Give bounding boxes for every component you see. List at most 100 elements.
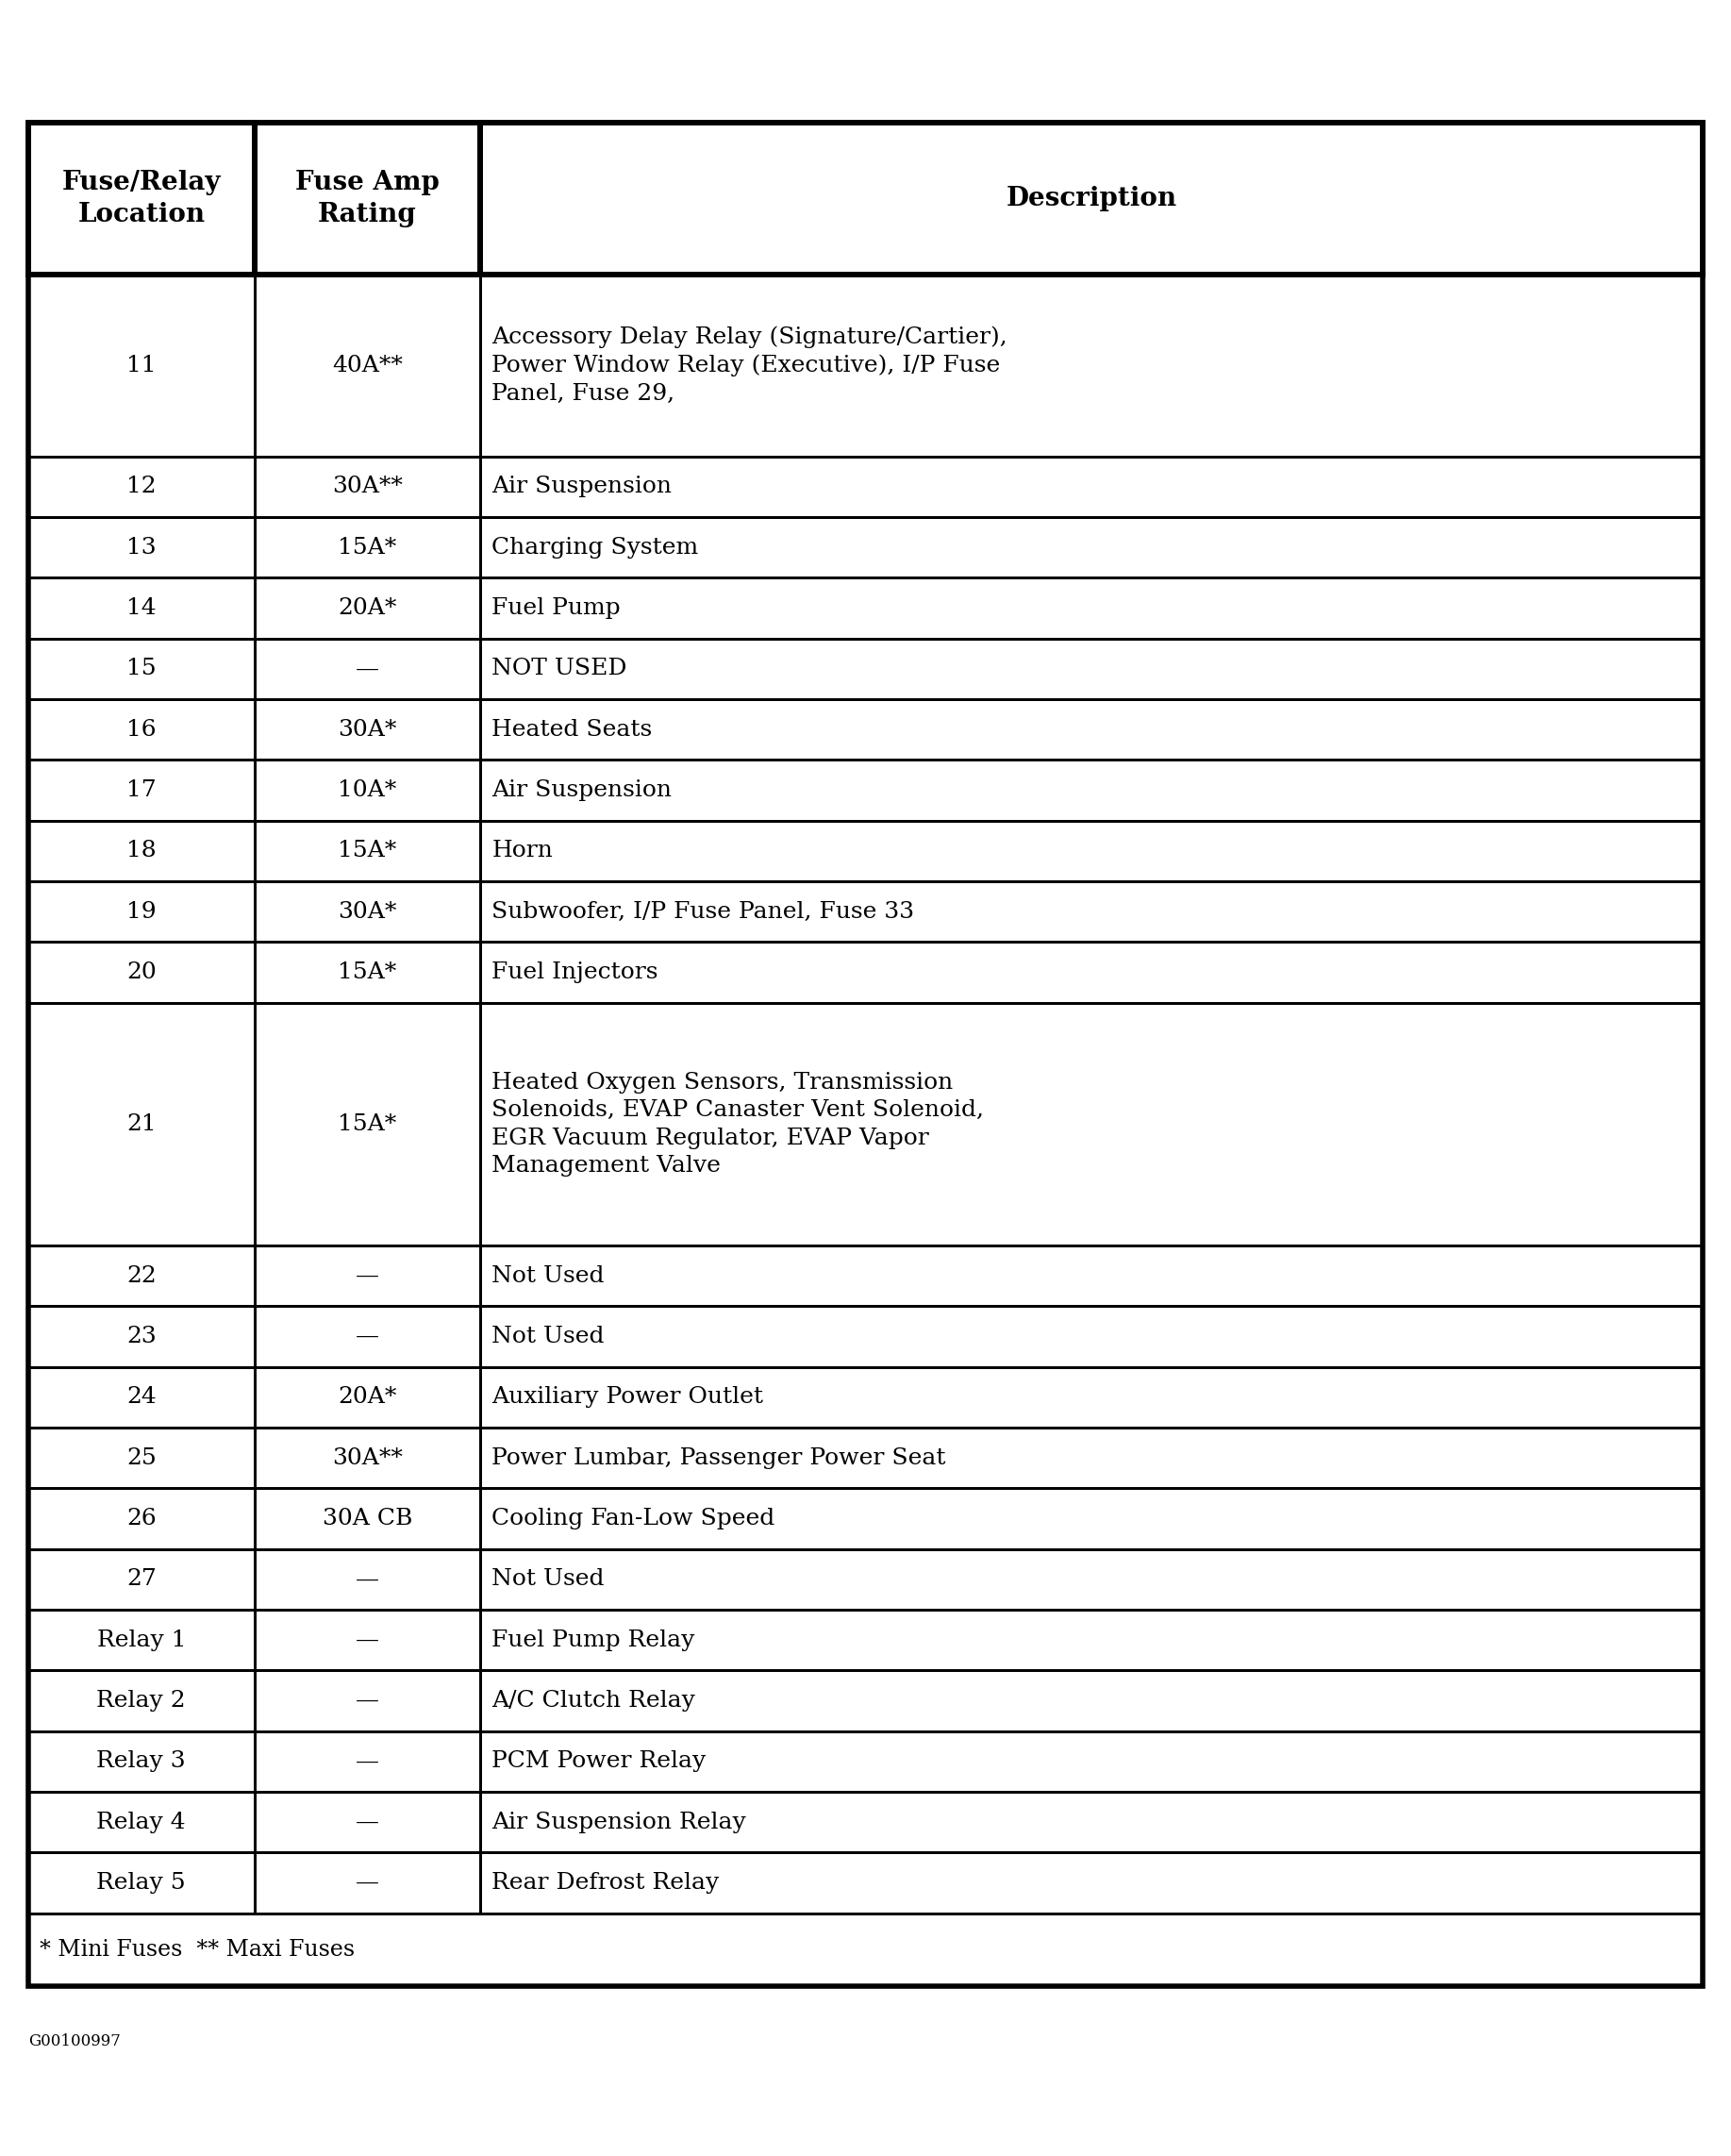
Text: —: — xyxy=(355,1751,379,1772)
Bar xyxy=(28,123,254,274)
Bar xyxy=(481,638,1703,699)
Bar xyxy=(481,1550,1703,1611)
Bar xyxy=(481,1246,1703,1307)
Bar xyxy=(28,1852,254,1912)
Bar xyxy=(481,1671,1703,1731)
Text: 19: 19 xyxy=(126,901,156,923)
Text: 15A*: 15A* xyxy=(338,962,396,983)
Text: 12: 12 xyxy=(126,476,156,498)
Bar xyxy=(254,1367,481,1427)
Text: Not Used: Not Used xyxy=(492,1326,604,1348)
Text: Power Lumbar, Passenger Power Seat: Power Lumbar, Passenger Power Seat xyxy=(492,1447,945,1468)
Text: 30A CB: 30A CB xyxy=(322,1507,412,1529)
Text: 27: 27 xyxy=(126,1570,156,1591)
Bar xyxy=(254,1550,481,1611)
Text: 14: 14 xyxy=(126,597,156,619)
Text: —: — xyxy=(355,1266,379,1287)
Text: —: — xyxy=(355,658,379,679)
Bar xyxy=(481,699,1703,761)
Bar xyxy=(481,1731,1703,1792)
Text: Cooling Fan-Low Speed: Cooling Fan-Low Speed xyxy=(492,1507,775,1529)
Bar xyxy=(28,699,254,761)
Text: —: — xyxy=(355,1570,379,1591)
Text: Auxiliary Power Outlet: Auxiliary Power Outlet xyxy=(492,1386,763,1408)
Text: 20A*: 20A* xyxy=(338,597,396,619)
Bar xyxy=(28,517,254,578)
Text: Relay 4: Relay 4 xyxy=(97,1811,185,1833)
Bar xyxy=(254,942,481,1003)
Bar xyxy=(254,1671,481,1731)
Bar xyxy=(481,882,1703,942)
Text: 15A*: 15A* xyxy=(338,1112,396,1134)
Text: Fuel Pump: Fuel Pump xyxy=(492,597,621,619)
Bar xyxy=(481,1792,1703,1852)
Text: Air Suspension: Air Suspension xyxy=(492,780,672,802)
Text: 21: 21 xyxy=(126,1112,156,1134)
Text: 22: 22 xyxy=(126,1266,156,1287)
Text: Rear Defrost Relay: Rear Defrost Relay xyxy=(492,1871,720,1893)
Text: Relay 1: Relay 1 xyxy=(97,1630,185,1651)
Bar xyxy=(28,882,254,942)
Text: 24: 24 xyxy=(126,1386,156,1408)
Text: G00100997: G00100997 xyxy=(28,2033,121,2050)
Text: 30A*: 30A* xyxy=(338,718,396,740)
Text: Air Suspension Relay: Air Suspension Relay xyxy=(492,1811,746,1833)
Text: Relay 3: Relay 3 xyxy=(97,1751,185,1772)
Text: 16: 16 xyxy=(126,718,156,740)
Bar xyxy=(254,1488,481,1550)
Bar xyxy=(254,1307,481,1367)
Text: 15A*: 15A* xyxy=(338,841,396,862)
Bar xyxy=(254,699,481,761)
Text: Subwoofer, I/P Fuse Panel, Fuse 33: Subwoofer, I/P Fuse Panel, Fuse 33 xyxy=(492,901,914,923)
Bar xyxy=(28,1671,254,1731)
Bar xyxy=(481,821,1703,882)
Bar xyxy=(481,123,1703,274)
Bar xyxy=(254,274,481,457)
Text: Fuel Injectors: Fuel Injectors xyxy=(492,962,658,983)
Text: 30A*: 30A* xyxy=(338,901,396,923)
Bar xyxy=(28,1912,1703,1986)
Bar xyxy=(28,1367,254,1427)
Text: Fuse Amp
Rating: Fuse Amp Rating xyxy=(296,170,440,229)
Text: A/C Clutch Relay: A/C Clutch Relay xyxy=(492,1690,696,1712)
Bar xyxy=(254,1003,481,1246)
Text: Relay 5: Relay 5 xyxy=(97,1871,185,1893)
Bar xyxy=(481,1003,1703,1246)
Bar xyxy=(254,761,481,821)
Bar xyxy=(28,638,254,699)
Text: 11: 11 xyxy=(126,354,156,377)
Bar xyxy=(481,1307,1703,1367)
Bar xyxy=(481,1427,1703,1488)
Bar xyxy=(481,942,1703,1003)
Bar xyxy=(481,274,1703,457)
Bar xyxy=(481,457,1703,517)
Bar xyxy=(28,1003,254,1246)
Bar xyxy=(254,1792,481,1852)
Bar xyxy=(28,1550,254,1611)
Bar xyxy=(254,517,481,578)
Text: 20A*: 20A* xyxy=(338,1386,396,1408)
Text: Not Used: Not Used xyxy=(492,1570,604,1591)
Text: —: — xyxy=(355,1630,379,1651)
Bar xyxy=(481,1611,1703,1671)
Text: —: — xyxy=(355,1811,379,1833)
Text: Heated Seats: Heated Seats xyxy=(492,718,653,740)
Text: Air Suspension: Air Suspension xyxy=(492,476,672,498)
Bar xyxy=(28,1427,254,1488)
Bar xyxy=(254,1852,481,1912)
Text: Relay 2: Relay 2 xyxy=(97,1690,185,1712)
Text: 17: 17 xyxy=(126,780,156,802)
Text: Charging System: Charging System xyxy=(492,537,698,558)
Bar xyxy=(254,123,481,274)
Bar xyxy=(481,578,1703,638)
Text: Accessory Delay Relay (Signature/Cartier),
Power Window Relay (Executive), I/P F: Accessory Delay Relay (Signature/Cartier… xyxy=(492,326,1007,405)
Bar xyxy=(254,578,481,638)
Text: Horn: Horn xyxy=(492,841,552,862)
Text: 18: 18 xyxy=(126,841,156,862)
Bar xyxy=(28,1792,254,1852)
Text: PCM Power Relay: PCM Power Relay xyxy=(492,1751,706,1772)
Bar xyxy=(28,942,254,1003)
Bar xyxy=(28,1611,254,1671)
Bar xyxy=(481,761,1703,821)
Text: 20: 20 xyxy=(126,962,156,983)
